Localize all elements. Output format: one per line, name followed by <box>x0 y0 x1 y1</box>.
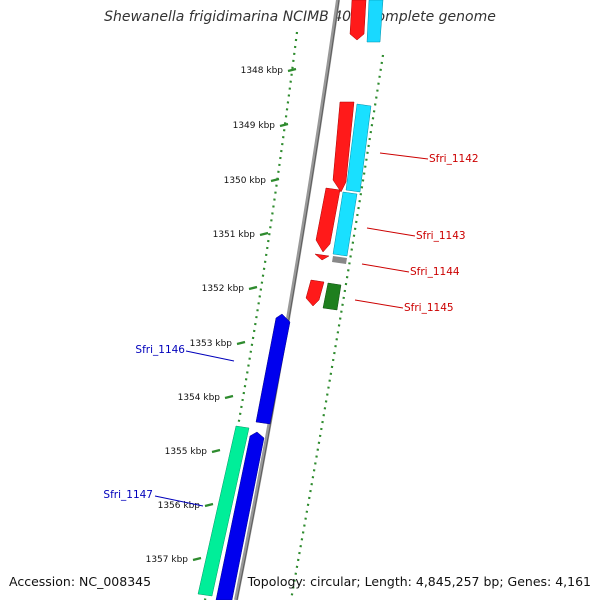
gene-label[interactable]: Sfri_1145 <box>404 302 454 314</box>
gene-arrow-sfri-1143-red[interactable] <box>315 187 341 253</box>
ruler-tick-label: 1355 kbp <box>165 447 208 457</box>
gene-arrow-top-red[interactable] <box>349 0 367 41</box>
ruler-tick <box>211 448 221 454</box>
gene-feature-sfri-1144-grey[interactable] <box>332 256 347 264</box>
ruler-tick <box>236 340 246 346</box>
ruler-tick <box>287 67 297 73</box>
ruler-tick-label: 1350 kbp <box>224 176 267 186</box>
ruler-tick <box>270 177 280 183</box>
accession-label: Accession: NC_008345 <box>9 574 152 589</box>
ruler-tick <box>248 285 258 291</box>
genome-backbone <box>234 0 340 600</box>
topology-label: Topology: circular; Length: 4,845,257 bp… <box>247 574 591 589</box>
gene-labels: Sfri_1142 Sfri_1143 Sfri_1144 Sfri_1145 Sfri… <box>103 152 479 507</box>
gene-label[interactable]: Sfri_1144 <box>410 266 460 278</box>
inner-dotted-track <box>289 54 385 600</box>
ruler-tick <box>259 231 269 237</box>
genome-backbone-shade <box>236 0 340 600</box>
gene-arrow-sfri-1146-blue[interactable] <box>255 313 291 425</box>
gene-feature-sfri-1147-green[interactable] <box>197 425 250 597</box>
gene-arrow-sfri-1145-red[interactable] <box>305 279 325 307</box>
gene-arrow-top-cyan[interactable] <box>366 0 384 43</box>
gene-label-leader <box>154 495 204 507</box>
ruler-tick-label: 1352 kbp <box>202 284 245 294</box>
gene-label-leader <box>354 299 404 309</box>
ruler-ticks: 1348 kbp 1349 kbp 1350 kbp 1351 kbp 1352 kbp… <box>146 66 297 565</box>
ruler-tick <box>224 394 234 400</box>
ruler-tick-label: 1353 kbp <box>190 339 233 349</box>
gene-feature-sfri-1145-green[interactable] <box>322 282 342 311</box>
gene-label-leader <box>379 152 429 160</box>
gene-arrow-sfri-1142-red[interactable] <box>332 101 355 193</box>
gene-label[interactable]: Sfri_1147 <box>103 489 153 501</box>
ruler-tick-label: 1354 kbp <box>178 393 221 403</box>
gene-label-leader <box>361 263 410 273</box>
gene-arrow-sfri-1147-blue[interactable] <box>215 431 265 600</box>
ruler-tick-label: 1351 kbp <box>213 230 256 240</box>
ruler-tick-label: 1349 kbp <box>233 121 276 131</box>
gene-label-leader <box>366 227 416 237</box>
ruler-tick <box>192 556 202 562</box>
gene-arrow-sfri-1144-red[interactable] <box>314 253 330 261</box>
gene-label-leader <box>185 350 235 362</box>
gene-feature-sfri-1143-cyan[interactable] <box>332 191 358 257</box>
gene-label[interactable]: Sfri_1146 <box>135 344 185 356</box>
ruler-tick <box>204 502 214 508</box>
gene-label[interactable]: Sfri_1143 <box>416 230 466 242</box>
ruler-tick-label: 1357 kbp <box>146 555 189 565</box>
ruler-tick-label: 1348 kbp <box>241 66 284 76</box>
gene-feature-sfri-1142-cyan[interactable] <box>345 103 372 193</box>
ruler-tick-label: 1356 kbp <box>158 501 201 511</box>
gene-label[interactable]: Sfri_1142 <box>429 153 479 165</box>
map-title: Shewanella frigidimarina NCIMB 400, comp… <box>104 9 496 25</box>
ruler-tick <box>279 122 289 128</box>
